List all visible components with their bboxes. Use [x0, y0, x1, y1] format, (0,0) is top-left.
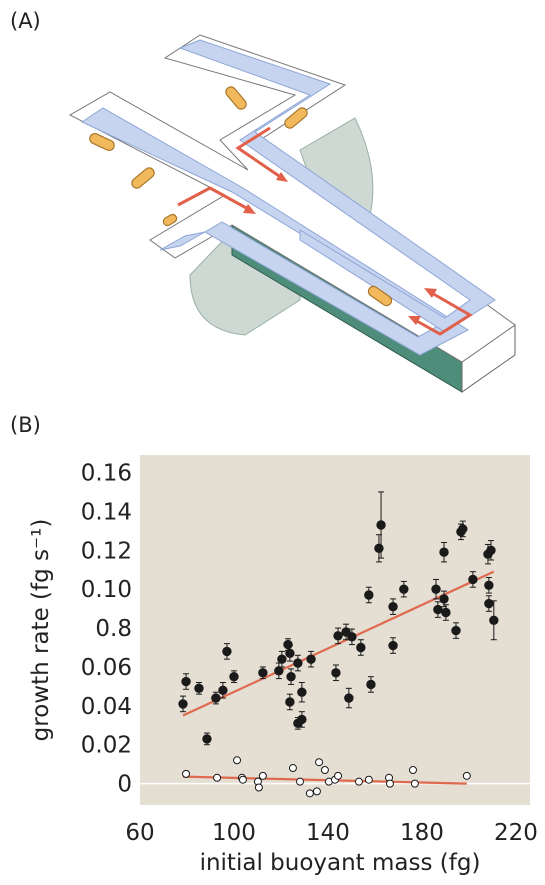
filled-point	[294, 659, 302, 667]
filled-point	[219, 686, 227, 694]
open-point	[386, 780, 393, 787]
open-point	[316, 759, 323, 766]
filled-point	[230, 672, 238, 680]
filled-point	[442, 608, 450, 616]
filled-point	[334, 632, 342, 640]
y-tick-label: 0	[117, 772, 132, 798]
x-tick-label: 180	[400, 820, 444, 846]
cell	[224, 85, 248, 111]
y-tick-label: 0.02	[81, 733, 132, 759]
filled-point	[298, 688, 306, 696]
y-tick-label: 0.16	[81, 461, 132, 487]
filled-point	[400, 585, 408, 593]
filled-point	[287, 672, 295, 680]
filled-point	[286, 649, 294, 657]
filled-point	[179, 700, 187, 708]
open-point	[365, 776, 372, 783]
filled-point	[212, 694, 220, 702]
filled-point	[278, 655, 286, 663]
filled-point	[459, 525, 467, 533]
y-tick-label: 0.06	[81, 655, 132, 681]
filled-point	[365, 591, 373, 599]
filled-point	[195, 684, 203, 692]
filled-point	[332, 669, 340, 677]
open-point	[411, 780, 418, 787]
filled-point	[357, 643, 365, 651]
y-tick-label: 0.10	[81, 577, 132, 603]
open-point	[335, 772, 342, 779]
open-point	[255, 784, 262, 791]
filled-point	[259, 669, 267, 677]
filled-point	[432, 585, 440, 593]
filled-point	[485, 581, 493, 589]
filled-point	[389, 641, 397, 649]
y-tick-label: 0.14	[81, 499, 132, 525]
open-point	[410, 767, 417, 774]
open-point	[463, 772, 470, 779]
filled-point	[275, 667, 283, 675]
figure: (A) (B) initial buoyant mass (fg) growth…	[0, 0, 545, 885]
open-point	[234, 757, 241, 764]
open-point	[239, 776, 246, 783]
x-axis-label: initial buoyant mass (fg)	[200, 850, 481, 876]
x-tick-label: 60	[125, 820, 154, 846]
panel-label: (A)	[10, 9, 41, 33]
filled-point	[307, 655, 315, 663]
y-tick-label: 0.12	[81, 538, 132, 564]
y-tick-label: 0.8	[95, 616, 132, 642]
filled-point	[375, 544, 383, 552]
filled-point	[348, 633, 356, 641]
panel-label: (B)	[10, 413, 41, 437]
filled-point	[487, 546, 495, 554]
cell	[130, 166, 156, 190]
filled-point	[286, 698, 294, 706]
filled-point	[452, 626, 460, 634]
filled-point	[440, 548, 448, 556]
x-tick-label: 140	[306, 820, 350, 846]
filled-point	[389, 602, 397, 610]
x-tick-label: 100	[212, 820, 256, 846]
filled-point	[203, 735, 211, 743]
filled-point	[434, 605, 442, 613]
filled-point	[377, 521, 385, 529]
filled-point	[284, 640, 292, 648]
filled-point	[298, 715, 306, 723]
filled-point	[490, 616, 498, 624]
open-point	[259, 772, 266, 779]
open-point	[313, 788, 320, 795]
open-point	[289, 765, 296, 772]
filled-point	[469, 575, 477, 583]
filled-point	[345, 694, 353, 702]
x-tick-label: 220	[494, 820, 538, 846]
open-point	[296, 778, 303, 785]
page: {"diagram": {"label": "(A)"}, "chart_dat…	[0, 0, 545, 885]
filled-point	[223, 647, 231, 655]
y-axis-label: growth rate (fg s⁻¹)	[28, 519, 54, 742]
open-point	[306, 790, 313, 797]
open-point	[214, 774, 221, 781]
plot-background	[140, 455, 530, 805]
filled-point	[440, 595, 448, 603]
open-point	[355, 778, 362, 785]
open-point	[183, 770, 190, 777]
filled-point	[182, 677, 190, 685]
filled-point	[367, 680, 375, 688]
diagram	[70, 35, 515, 392]
y-tick-label: 0.04	[81, 694, 132, 720]
open-point	[321, 767, 328, 774]
